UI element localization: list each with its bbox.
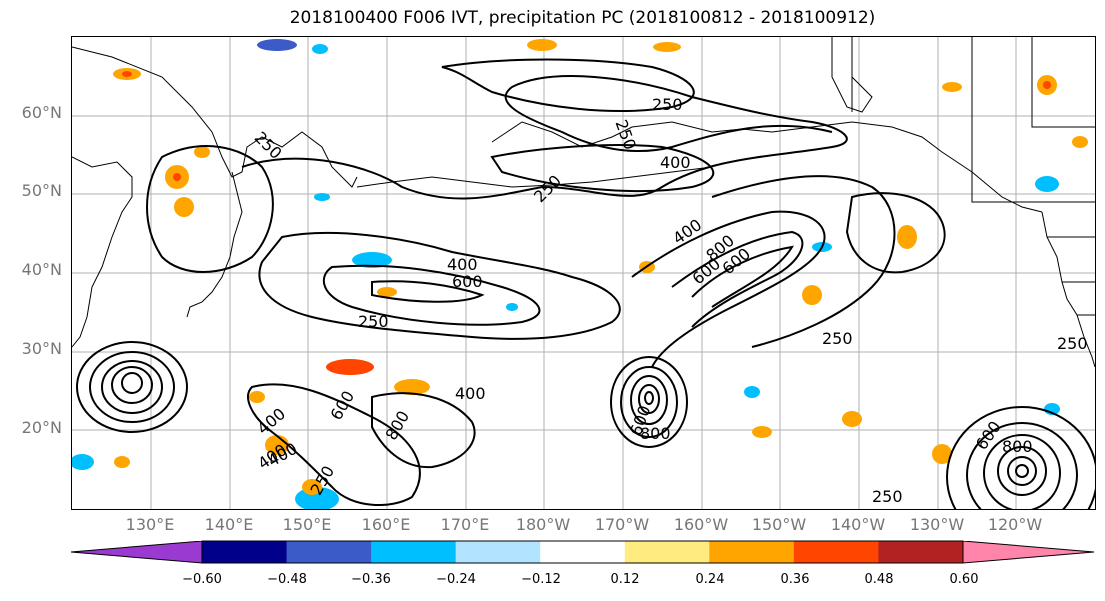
contour-label: 250	[612, 117, 640, 152]
lon-label-170e: 170°E	[440, 515, 490, 534]
colorbar-tick-label: 0.48	[864, 572, 894, 587]
lon-label-120w: 120°W	[987, 515, 1043, 534]
contour-label: 250	[1057, 334, 1088, 353]
map-canvas: 250 250 250 250 400 400 600 250 400 400 …	[72, 37, 1095, 509]
colorbar-tick-label: −0.60	[182, 572, 222, 587]
lat-label-20n: 20°N	[21, 418, 62, 437]
colorbar-segment	[793, 541, 879, 563]
colorbar-tick-label: −0.12	[521, 572, 561, 587]
contour-label: 250	[358, 312, 389, 331]
lat-label-60n: 60°N	[21, 103, 62, 122]
colorbar-segment	[286, 541, 372, 563]
contour-label: 800	[382, 407, 414, 443]
contour-label: 400	[660, 153, 691, 172]
lon-label-160w: 160°W	[673, 515, 729, 534]
colorbar-extend-high	[963, 541, 1094, 563]
lon-label-150e: 150°E	[282, 515, 332, 534]
colorbar-segment	[709, 541, 795, 563]
contour-label: 400	[669, 215, 705, 248]
lat-label-40n: 40°N	[21, 260, 62, 279]
colorbar	[70, 540, 1095, 564]
precip-shading	[72, 39, 1088, 509]
colorbar-segment	[455, 541, 541, 563]
colorbar-tick-label: 0.60	[949, 572, 979, 587]
colorbar-tick-label: 0.24	[695, 572, 725, 587]
colorbar-tick-label: 0.36	[780, 572, 810, 587]
lon-label-180w: 180°W	[515, 515, 571, 534]
graticule	[72, 37, 1095, 509]
colorbar-tick-label: 0.12	[610, 572, 640, 587]
colorbar-segment	[878, 541, 964, 563]
map-title: 2018100400 F006 IVT, precipitation PC (2…	[289, 8, 876, 28]
colorbar-segment	[202, 541, 288, 563]
lon-label-170w: 170°W	[594, 515, 650, 534]
lon-label-130w: 130°W	[909, 515, 965, 534]
contour-label-group: 250 250 250 250 400 400 600 250 400 400 …	[251, 95, 1088, 506]
lon-label-150w: 150°W	[751, 515, 807, 534]
colorbar-outline	[70, 540, 1095, 564]
contour-label: 400	[447, 255, 478, 274]
coastlines	[72, 37, 1095, 368]
contour-label: 800	[640, 424, 671, 443]
colorbar-tick-label: −0.48	[267, 572, 307, 587]
colorbar-extend-low	[71, 541, 202, 563]
lon-label-140e: 140°E	[204, 515, 254, 534]
contour-label: 250	[822, 329, 853, 348]
colorbar-segment	[624, 541, 710, 563]
contour-label: 400	[455, 384, 486, 403]
colorbar-segment	[371, 541, 457, 563]
colorbar-tick-label: −0.24	[436, 572, 476, 587]
ivt-contours	[76, 58, 1095, 509]
contour-label: 800	[1002, 437, 1033, 456]
lon-label-160e: 160°E	[361, 515, 411, 534]
contour-label: 600	[452, 272, 483, 291]
colorbar-tick-label: −0.36	[351, 572, 391, 587]
contour-label: 250	[530, 171, 565, 206]
lat-label-50n: 50°N	[21, 181, 62, 200]
colorbar-segment	[540, 541, 626, 563]
contour-label: 250	[251, 128, 286, 163]
colorbar-segments	[71, 541, 1094, 563]
map-panel: 250 250 250 250 400 400 600 250 400 400 …	[71, 36, 1096, 510]
contour-label: 250	[652, 95, 683, 114]
contour-label: 600	[327, 387, 359, 423]
lon-label-140w: 140°W	[830, 515, 886, 534]
lon-label-130e: 130°E	[125, 515, 175, 534]
contour-label: 600	[972, 417, 1005, 453]
contour-label: 400	[254, 404, 290, 438]
contour-label: 250	[872, 487, 903, 506]
lat-label-30n: 30°N	[21, 339, 62, 358]
